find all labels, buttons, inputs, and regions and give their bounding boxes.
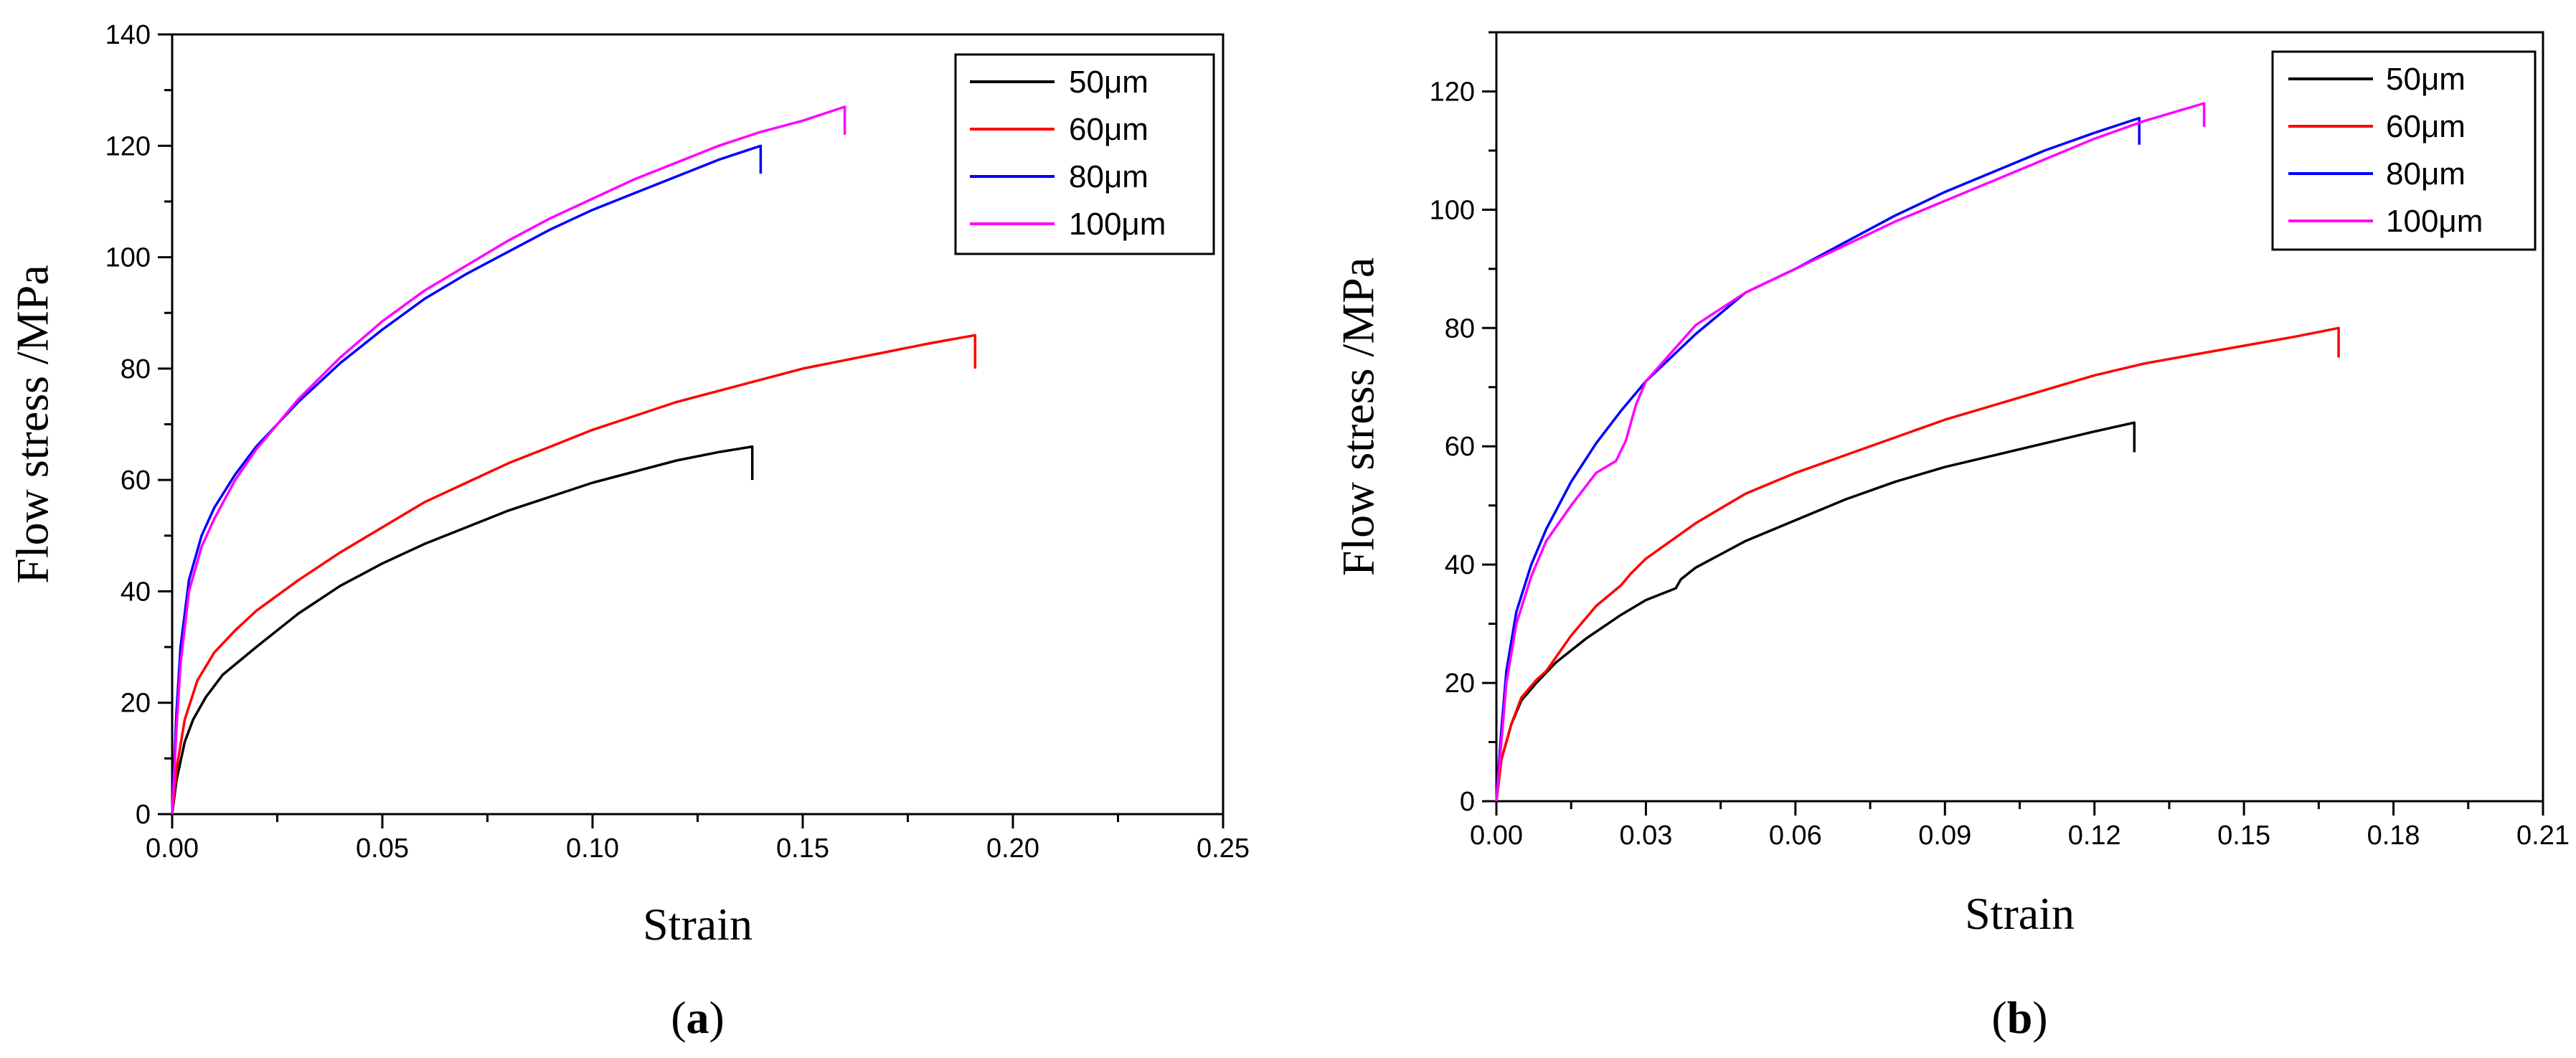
legend-label-a-3: 100μm — [1069, 207, 1166, 242]
legend-label-b-0: 50μm — [2386, 62, 2466, 97]
caption-letter-a: a — [687, 992, 709, 1043]
x-tick-label-b: 0.15 — [2217, 821, 2270, 851]
series-line-b-2 — [1495, 116, 2141, 802]
x-axis-title-a: Strain — [643, 899, 752, 950]
x-tick-label-b: 0.06 — [1769, 821, 1822, 851]
x-tick-label-b: 0.00 — [1470, 821, 1523, 851]
legend-label-a-0: 50μm — [1069, 65, 1148, 100]
series-line-b-3 — [1495, 102, 2206, 802]
panel-caption-a: (a) — [671, 992, 725, 1043]
legend-label-a-2: 80μm — [1069, 159, 1148, 194]
series-line-a-3 — [171, 105, 846, 815]
x-tick-label-b: 0.12 — [2068, 821, 2121, 851]
legend-label-b-3: 100μm — [2386, 204, 2483, 239]
y-tick-label-a: 100 — [105, 243, 151, 273]
legend-label-b-1: 60μm — [2386, 109, 2466, 144]
x-tick-label-b: 0.21 — [2516, 821, 2570, 851]
x-tick-label-a: 0.05 — [356, 833, 409, 864]
series-line-a-2 — [171, 144, 763, 815]
y-axis-title-a: Flow stress /MPa — [7, 265, 58, 584]
y-tick-label-b: 0 — [1460, 787, 1475, 817]
y-tick-label-b: 20 — [1445, 669, 1475, 699]
y-tick-label-a: 140 — [105, 20, 151, 50]
series-line-a-0 — [171, 445, 754, 815]
x-tick-label-b: 0.18 — [2367, 821, 2420, 851]
y-tick-label-b: 80 — [1445, 313, 1475, 344]
x-tick-label-a: 0.15 — [776, 833, 829, 864]
caption-close-b: ) — [2032, 992, 2047, 1043]
x-axis-title-b: Strain — [1965, 888, 2075, 939]
x-tick-label-a: 0.00 — [146, 833, 199, 864]
x-tick-label-a: 0.25 — [1197, 833, 1250, 864]
caption-close-a: ) — [709, 992, 725, 1043]
caption-open-a: ( — [671, 992, 686, 1043]
legend-label-a-1: 60μm — [1069, 112, 1148, 147]
legend-label-b-2: 80μm — [2386, 156, 2466, 192]
caption-open-b: ( — [1991, 992, 2006, 1043]
legend-box-b — [2271, 50, 2537, 251]
x-tick-label-b: 0.03 — [1619, 821, 1672, 851]
caption-letter-b: b — [2007, 992, 2033, 1043]
y-tick-label-a: 20 — [121, 689, 151, 719]
y-tick-label-a: 80 — [121, 354, 151, 384]
y-axis-title-b: Flow stress /MPa — [1333, 258, 1384, 577]
y-tick-label-a: 40 — [121, 577, 151, 607]
y-tick-label-a: 60 — [121, 466, 151, 496]
panel-caption-b: (b) — [1991, 992, 2047, 1043]
y-tick-label-b: 100 — [1430, 195, 1475, 225]
legend-box-a — [954, 53, 1215, 255]
y-tick-label-a: 0 — [136, 800, 151, 830]
series-line-a-1 — [171, 334, 977, 815]
y-tick-label-a: 120 — [105, 131, 151, 161]
x-tick-label-b: 0.09 — [1918, 821, 1971, 851]
series-line-b-1 — [1495, 326, 2340, 802]
y-tick-label-b: 40 — [1445, 550, 1475, 580]
y-tick-label-b: 60 — [1445, 432, 1475, 462]
series-line-b-0 — [1495, 421, 2136, 802]
y-tick-label-b: 120 — [1430, 77, 1475, 107]
x-tick-label-a: 0.20 — [986, 833, 1039, 864]
chart-panel-a: 0.00 0.05 0.10 0.15 0.20 0.25 0 20 40 60 80 100 120 1… — [7, 20, 1250, 1043]
x-tick-label-a: 0.10 — [566, 833, 619, 864]
chart-panel-b: 0.00 0.03 0.06 0.09 0.12 0.15 0.18 0.21 0 20 40 60 8… — [1333, 31, 2570, 1043]
